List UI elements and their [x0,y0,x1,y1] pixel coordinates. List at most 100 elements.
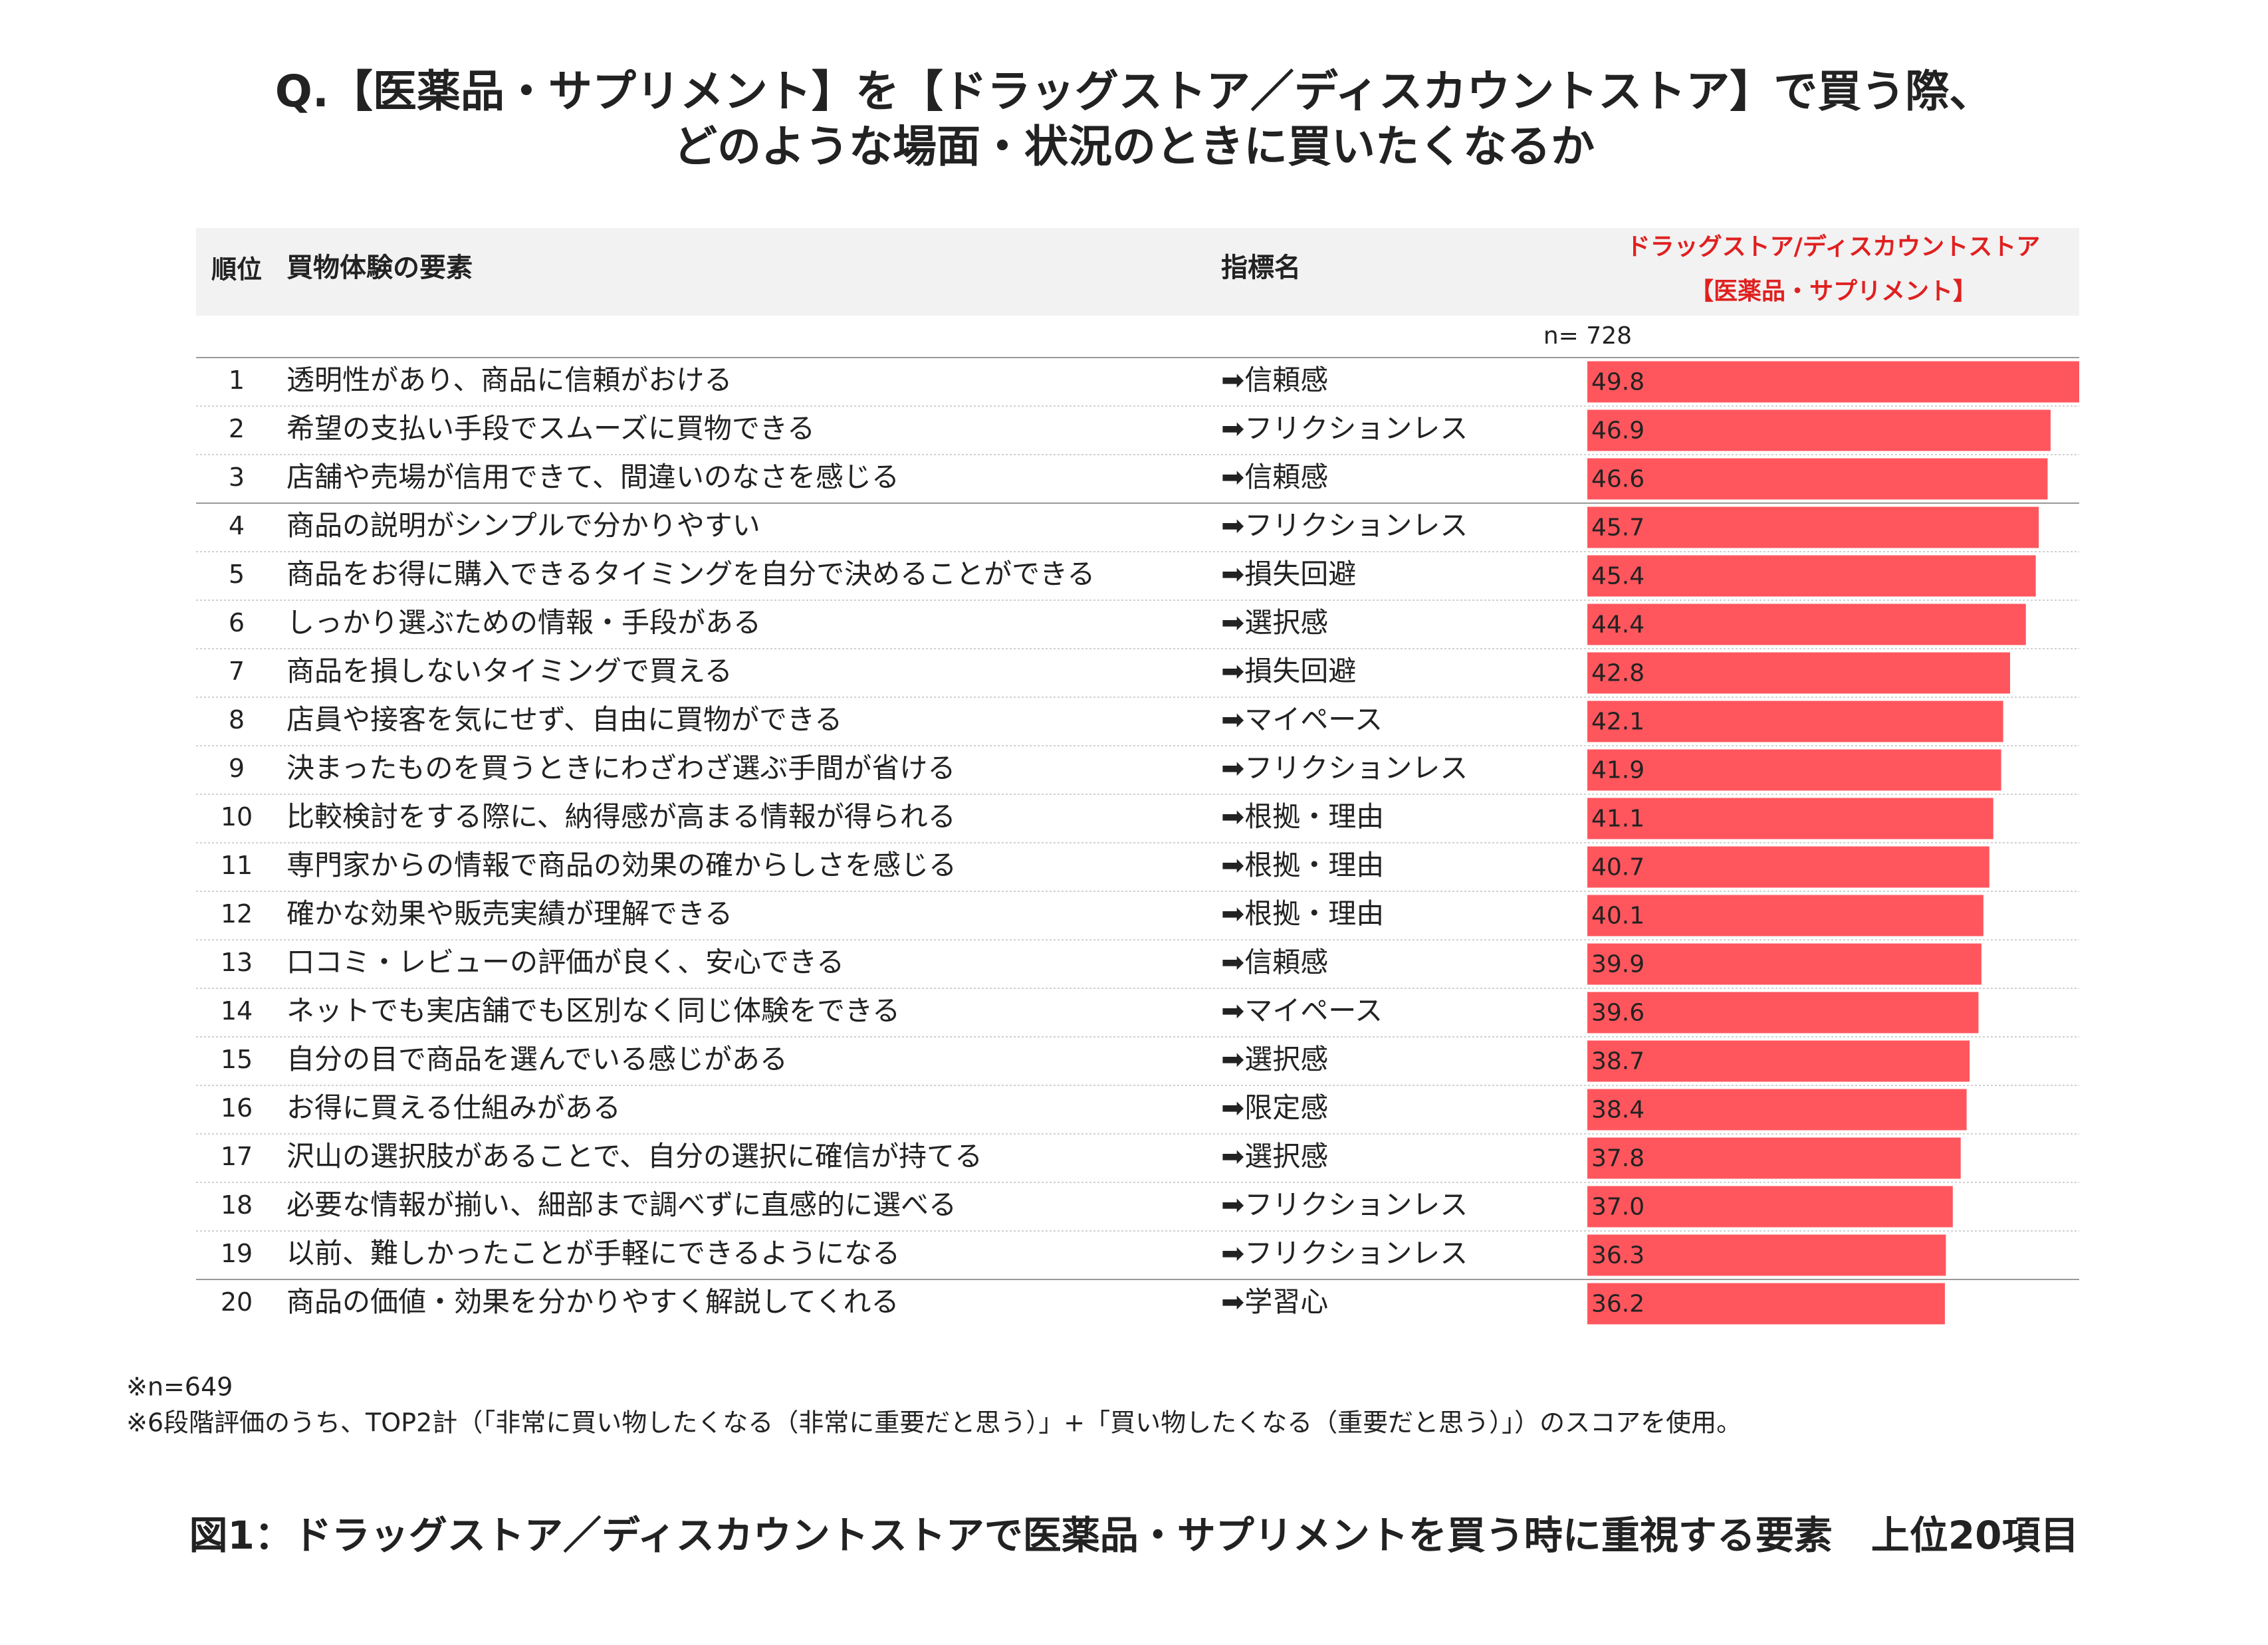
value-label: 38.4 [1591,1097,1644,1124]
rank: 1 [229,366,245,395]
element: ネットでも実店舗でも区別なく同じ体験をできる [286,994,900,1027]
indicator: ➡限定感 [1221,1091,1328,1124]
rank: 17 [221,1142,253,1171]
value-label: 36.2 [1591,1291,1644,1318]
indicator: ➡根拠・理由 [1221,897,1384,930]
series-header: 【医薬品・サプリメント】 [1690,278,1977,305]
rank: 13 [221,948,253,977]
bar [1587,846,1989,888]
rank: 5 [229,560,245,589]
bar [1587,943,1982,985]
bar [1587,652,2010,694]
series-header: ドラッグストア/ディスカウントストア [1627,233,2041,261]
value-label: 46.6 [1591,466,1644,493]
element: しっかり選ぶための情報・手段がある [286,606,761,639]
rank: 19 [221,1239,253,1268]
value-label: 40.1 [1591,903,1644,930]
value-label: 39.6 [1591,1000,1644,1027]
element: 自分の目で商品を選んでいる感じがある [286,1043,788,1075]
bar [1587,409,2051,451]
indicator: ➡フリクションレス [1221,509,1468,542]
indicator: ➡フリクションレス [1221,412,1468,445]
indicator: ➡マイペース [1221,994,1383,1027]
bar [1587,798,1993,839]
rank: 14 [221,996,253,1026]
bar [1587,555,2036,597]
bar [1587,701,2003,742]
rank: 18 [221,1190,253,1220]
chart-title: Q.【医薬品・サプリメント】を【ドラッグストア／ディスカウントストア】で買う際、 [275,66,1993,117]
element: 希望の支払い手段でスムーズに買物できる [286,412,815,445]
rank: 3 [229,463,245,492]
indicator: ➡損失回避 [1221,558,1356,590]
column-header: 指標名 [1221,253,1301,283]
indicator: ➡信頼感 [1221,364,1328,396]
bar [1587,506,2039,548]
sample-size: n= 728 [1543,322,1632,350]
element: 沢山の選択肢があることで、自分の選択に確信が持てる [286,1140,982,1172]
bar [1587,1137,1961,1179]
bar [1587,1186,1953,1228]
element: お得に買える仕組みがある [286,1091,621,1124]
value-label: 39.9 [1591,951,1644,978]
element: 商品をお得に購入できるタイミングを自分で決めることができる [286,558,1095,590]
element: 商品を損しないタイミングで買える [286,655,733,687]
bar [1587,603,2026,645]
element: 透明性があり、商品に信頼がおける [286,364,732,396]
caption: 図1：ドラッグストア／ディスカウントストアで医薬品・サプリメントを買う時に重視す… [189,1513,2079,1558]
element: 商品の価値・効果を分かりやすく解説してくれる [286,1285,899,1318]
rank: 2 [229,414,245,443]
rank: 8 [229,705,245,734]
rank: 6 [229,608,245,637]
indicator: ➡信頼感 [1221,946,1328,978]
value-label: 44.4 [1591,611,1644,639]
value-label: 45.7 [1591,514,1644,542]
bar [1587,361,2079,403]
rank: 15 [221,1045,253,1074]
rows: 1 透明性があり、商品に信頼がおける ➡信頼感 49.8 2 希望の支払い手段でスムーズに… [196,361,2079,1325]
indicator: ➡フリクションレス [1221,1237,1468,1269]
chart-title: どのような場面・状況のときに買いたくなるか [673,121,1595,172]
bar [1587,1283,1945,1325]
rank: 20 [221,1287,253,1317]
bar [1587,1040,1970,1082]
value-label: 38.7 [1591,1048,1644,1075]
bar [1587,992,1979,1034]
indicator: ➡選択感 [1221,1140,1328,1172]
value-label: 42.1 [1591,709,1644,736]
note: ※6段階評価のうち、TOP2計（「非常に買い物したくなる（非常に重要だと思う）」… [126,1408,1742,1438]
rank: 12 [221,899,253,929]
column-header: 買物体験の要素 [286,253,473,283]
value-label: 40.7 [1591,854,1644,881]
value-label: 45.4 [1591,563,1644,590]
element: 店員や接客を気にせず、自由に買物ができる [286,703,842,736]
column-header: 順位 [211,255,262,284]
element: 口コミ・レビューの評価が良く、安心できる [286,946,844,978]
value-label: 42.8 [1591,660,1644,687]
element: 必要な情報が揃い、細部まで調べずに直感的に選べる [286,1188,957,1221]
element: 商品の説明がシンプルで分かりやすい [286,509,760,542]
element: 確かな効果や販売実績が理解できる [286,897,733,930]
rank: 11 [221,851,253,880]
indicator: ➡マイペース [1221,703,1383,736]
rank: 7 [229,657,245,686]
header-band [196,228,2079,316]
rank: 4 [229,511,245,540]
element: 決まったものを買うときにわざわざ選ぶ手間が省ける [286,752,955,784]
bar [1587,1089,1967,1131]
indicator: ➡選択感 [1221,606,1328,639]
value-label: 49.8 [1591,369,1644,396]
indicator: ➡フリクションレス [1221,752,1468,784]
indicator: ➡信頼感 [1221,461,1328,493]
bar [1587,458,2048,500]
rank: 9 [229,754,245,783]
indicator: ➡損失回避 [1221,655,1356,687]
indicator: ➡根拠・理由 [1221,800,1384,833]
note: ※n=649 [126,1372,233,1402]
rank: 10 [221,802,253,831]
bar [1587,749,2001,791]
value-label: 37.0 [1591,1194,1644,1221]
bar [1587,1234,1946,1276]
